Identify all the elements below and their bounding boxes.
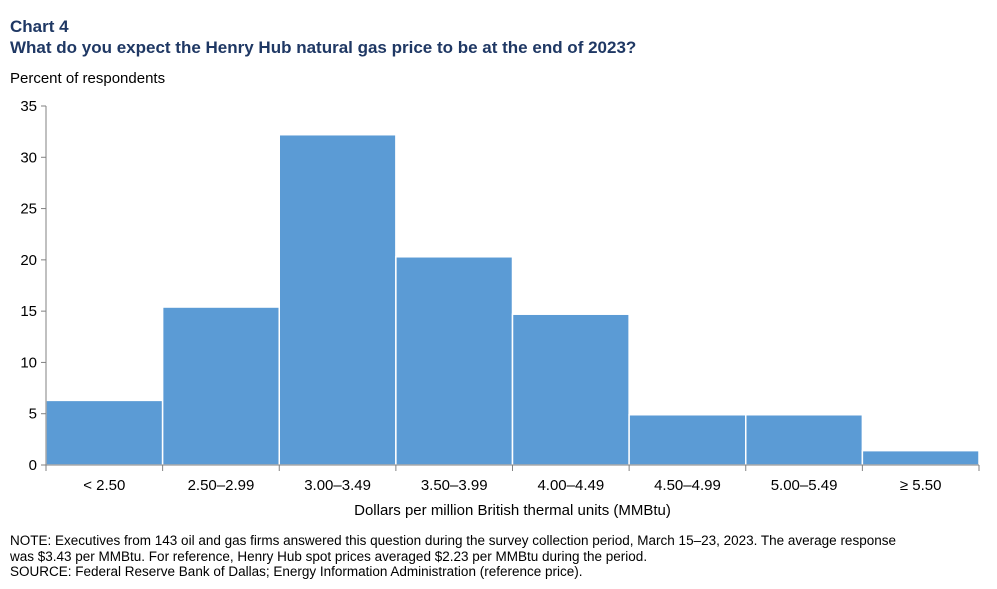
y-tick-label: 5 xyxy=(29,406,37,423)
bar-4 xyxy=(511,313,630,466)
x-tick-label: 2.50–2.99 xyxy=(188,477,255,494)
y-axis-label: Percent of respondents xyxy=(10,70,166,87)
note-line-2: was $3.43 per MMBtu. For reference, Henr… xyxy=(10,548,648,564)
bar-3 xyxy=(395,256,514,466)
chart-notes: NOTE: Executives from 143 oil and gas fi… xyxy=(10,533,990,580)
bar-6 xyxy=(745,413,864,466)
note-line-1: NOTE: Executives from 143 oil and gas fi… xyxy=(10,533,896,548)
x-tick-label: 4.50–4.99 xyxy=(654,477,721,494)
x-axis-ticks: < 2.50 2.50–2.99 3.00–3.49 3.50–3.99 4.00–4.… xyxy=(45,465,980,494)
x-axis-label: Dollars per million British thermal unit… xyxy=(354,502,671,519)
bar-2 xyxy=(278,133,397,466)
bar-1 xyxy=(161,306,280,466)
y-tick-label: 15 xyxy=(20,303,37,320)
chart-label: Chart 4 xyxy=(10,17,69,36)
chart-title: What do you expect the Henry Hub natural… xyxy=(10,38,637,57)
x-tick-label: 3.50–3.99 xyxy=(421,477,488,494)
x-tick-label: 5.00–5.49 xyxy=(771,477,838,494)
bar-0 xyxy=(45,399,164,466)
y-tick-label: 10 xyxy=(20,354,37,371)
y-tick-label: 20 xyxy=(20,252,37,269)
y-tick-label: 25 xyxy=(20,201,37,218)
x-tick-label: < 2.50 xyxy=(83,477,125,494)
source-line: SOURCE: Federal Reserve Bank of Dallas; … xyxy=(10,564,583,579)
y-axis-ticks: 0 5 10 15 20 25 30 35 xyxy=(20,98,46,474)
bar-7 xyxy=(861,449,980,466)
y-tick-label: 0 xyxy=(29,457,37,474)
x-tick-label: 4.00–4.49 xyxy=(537,477,604,494)
x-tick-label: ≥ 5.50 xyxy=(900,477,942,494)
bars-group xyxy=(45,133,980,466)
y-tick-label: 30 xyxy=(20,149,37,166)
bar-5 xyxy=(628,413,747,466)
y-tick-label: 35 xyxy=(20,98,37,115)
x-tick-label: 3.00–3.49 xyxy=(304,477,371,494)
